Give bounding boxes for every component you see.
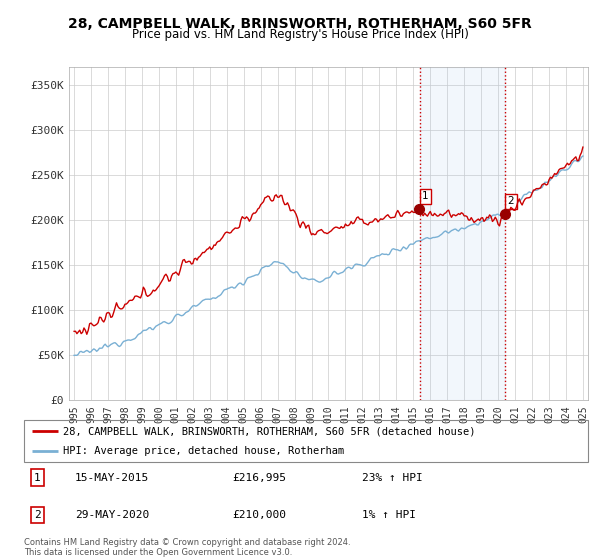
Text: 1% ↑ HPI: 1% ↑ HPI	[362, 510, 416, 520]
Text: 28, CAMPBELL WALK, BRINSWORTH, ROTHERHAM, S60 5FR: 28, CAMPBELL WALK, BRINSWORTH, ROTHERHAM…	[68, 17, 532, 31]
Text: HPI: Average price, detached house, Rotherham: HPI: Average price, detached house, Roth…	[64, 446, 345, 456]
Text: £216,995: £216,995	[233, 473, 287, 483]
Text: 28, CAMPBELL WALK, BRINSWORTH, ROTHERHAM, S60 5FR (detached house): 28, CAMPBELL WALK, BRINSWORTH, ROTHERHAM…	[64, 426, 476, 436]
Bar	[419, 67, 505, 400]
Text: Price paid vs. HM Land Registry's House Price Index (HPI): Price paid vs. HM Land Registry's House …	[131, 28, 469, 41]
Text: 2: 2	[34, 510, 41, 520]
Text: 29-MAY-2020: 29-MAY-2020	[75, 510, 149, 520]
Text: 2: 2	[508, 197, 514, 206]
Text: 1: 1	[34, 473, 41, 483]
Text: Contains HM Land Registry data © Crown copyright and database right 2024.
This d: Contains HM Land Registry data © Crown c…	[24, 538, 350, 557]
Text: 15-MAY-2015: 15-MAY-2015	[75, 473, 149, 483]
Text: 23% ↑ HPI: 23% ↑ HPI	[362, 473, 423, 483]
Text: £210,000: £210,000	[233, 510, 287, 520]
Text: 1: 1	[422, 192, 429, 202]
